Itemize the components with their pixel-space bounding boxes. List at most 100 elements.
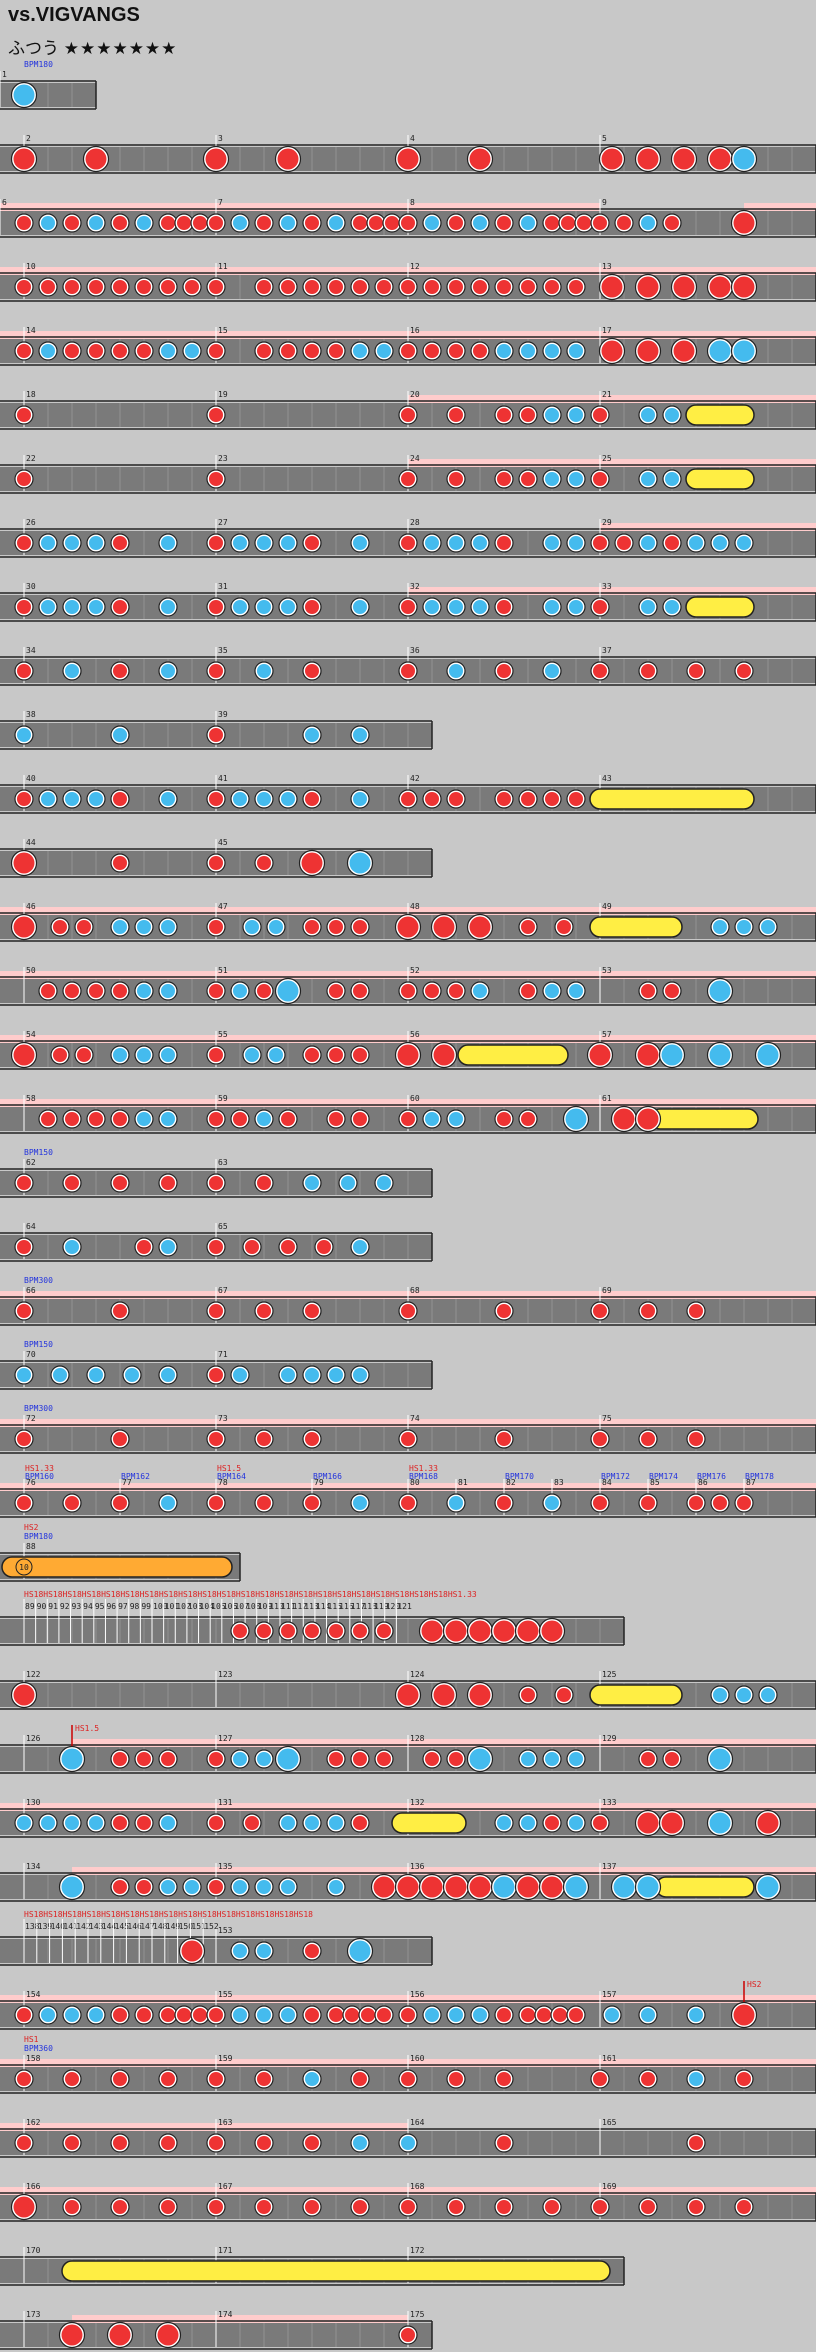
big-don-note bbox=[673, 340, 695, 362]
measure-number: 21 bbox=[602, 390, 612, 399]
ka-note bbox=[545, 472, 559, 486]
big-ka-note bbox=[757, 1044, 779, 1066]
don-note bbox=[497, 216, 511, 230]
ka-note bbox=[341, 1176, 355, 1190]
ka-note bbox=[257, 1752, 271, 1766]
tempo-label: BPM300 bbox=[24, 1404, 53, 1413]
don-note bbox=[89, 1112, 103, 1126]
ka-note bbox=[257, 600, 271, 614]
measure-number: 27 bbox=[218, 518, 228, 527]
hs-label: HS2 bbox=[747, 1980, 762, 1989]
measure-number: 141 bbox=[63, 1922, 78, 1931]
don-note bbox=[209, 1752, 223, 1766]
ka-note bbox=[233, 1752, 247, 1766]
don-note bbox=[641, 1752, 655, 1766]
measure-number: 6 bbox=[2, 198, 7, 207]
ka-note bbox=[305, 2072, 319, 2086]
bpm-label: BPM172 bbox=[601, 1472, 630, 1481]
ka-note bbox=[497, 1816, 511, 1830]
big-ka-note bbox=[613, 1876, 635, 1898]
measure-number: 28 bbox=[410, 518, 420, 527]
don-note bbox=[521, 920, 535, 934]
don-note bbox=[17, 1432, 31, 1446]
don-note bbox=[113, 1112, 127, 1126]
ka-note bbox=[41, 536, 55, 550]
measure-number: 160 bbox=[410, 2054, 425, 2063]
don-note bbox=[209, 408, 223, 422]
don-note bbox=[305, 216, 319, 230]
measure-number: 17 bbox=[602, 326, 612, 335]
ka-note bbox=[137, 216, 151, 230]
don-note bbox=[377, 2008, 391, 2022]
drumroll-note bbox=[685, 596, 755, 618]
don-note bbox=[521, 1688, 535, 1702]
don-note bbox=[233, 1112, 247, 1126]
don-note bbox=[377, 1752, 391, 1766]
ka-note bbox=[233, 2008, 247, 2022]
measure-number: 87 bbox=[746, 1478, 756, 1487]
don-note bbox=[65, 2072, 79, 2086]
don-note bbox=[305, 792, 319, 806]
chart-row: 162 163 164 165 bbox=[0, 2118, 816, 2158]
don-note bbox=[17, 536, 31, 550]
ka-note bbox=[713, 536, 727, 550]
bpm-label: BPM178 bbox=[745, 1472, 774, 1481]
ka-note bbox=[113, 728, 127, 742]
measure-number: 84 bbox=[602, 1478, 612, 1487]
don-note bbox=[209, 728, 223, 742]
chart-row: 58 59 60 61 bbox=[0, 1094, 816, 1134]
ka-note bbox=[353, 1496, 367, 1510]
ka-note bbox=[425, 600, 439, 614]
ka-note bbox=[89, 216, 103, 230]
ka-note bbox=[545, 536, 559, 550]
measure-number: 125 bbox=[602, 1670, 617, 1679]
ka-note bbox=[737, 1688, 751, 1702]
measure-number: 110 bbox=[269, 1602, 284, 1611]
ka-note bbox=[641, 2008, 655, 2022]
ka-note bbox=[305, 1816, 319, 1830]
ka-note bbox=[281, 792, 295, 806]
hs-label: HS18HS18HS18HS18HS18HS18HS18HS18HS18HS18… bbox=[24, 1910, 313, 1919]
ka-note bbox=[41, 1816, 55, 1830]
don-note bbox=[497, 664, 511, 678]
chart-row: 26 27 28 29 bbox=[0, 518, 816, 558]
ka-note bbox=[569, 600, 583, 614]
ka-note bbox=[689, 2008, 703, 2022]
ka-note bbox=[497, 344, 511, 358]
measure-number: 63 bbox=[218, 1158, 228, 1167]
don-note bbox=[65, 1112, 79, 1126]
don-note bbox=[113, 536, 127, 550]
big-don-note bbox=[445, 1876, 467, 1898]
don-note bbox=[281, 1624, 295, 1638]
measure-number: 175 bbox=[410, 2310, 425, 2319]
chart-row: 126 127 128 129 HS1.5 bbox=[0, 1724, 816, 1774]
hs-label: HS1.5 bbox=[217, 1464, 241, 1473]
measure-number: 43 bbox=[602, 774, 612, 783]
measure-number: 48 bbox=[410, 902, 420, 911]
big-don-note bbox=[637, 340, 659, 362]
tempo-label: HS2 bbox=[24, 1523, 39, 1532]
ka-note bbox=[449, 1496, 463, 1510]
don-note bbox=[497, 1112, 511, 1126]
big-don-note bbox=[397, 1876, 419, 1898]
ka-note bbox=[521, 1816, 535, 1830]
measure-number: 42 bbox=[410, 774, 420, 783]
don-note bbox=[641, 2200, 655, 2214]
ka-note bbox=[425, 2008, 439, 2022]
measure-number: 117 bbox=[351, 1602, 366, 1611]
measure-number: 113 bbox=[304, 1602, 319, 1611]
measure-number: 154 bbox=[26, 1990, 41, 1999]
don-note bbox=[641, 1304, 655, 1318]
ka-note bbox=[269, 920, 283, 934]
don-note bbox=[329, 2008, 343, 2022]
chart-row: 10 11 12 13 bbox=[0, 262, 816, 302]
bpm-label: BPM176 bbox=[697, 1472, 726, 1481]
ka-note bbox=[545, 664, 559, 678]
measure-number: 34 bbox=[26, 646, 36, 655]
measure-number: 97 bbox=[118, 1602, 128, 1611]
measure-number: 146 bbox=[127, 1922, 142, 1931]
don-note bbox=[401, 1304, 415, 1318]
don-note bbox=[77, 920, 91, 934]
don-note bbox=[689, 1304, 703, 1318]
don-note bbox=[665, 216, 679, 230]
